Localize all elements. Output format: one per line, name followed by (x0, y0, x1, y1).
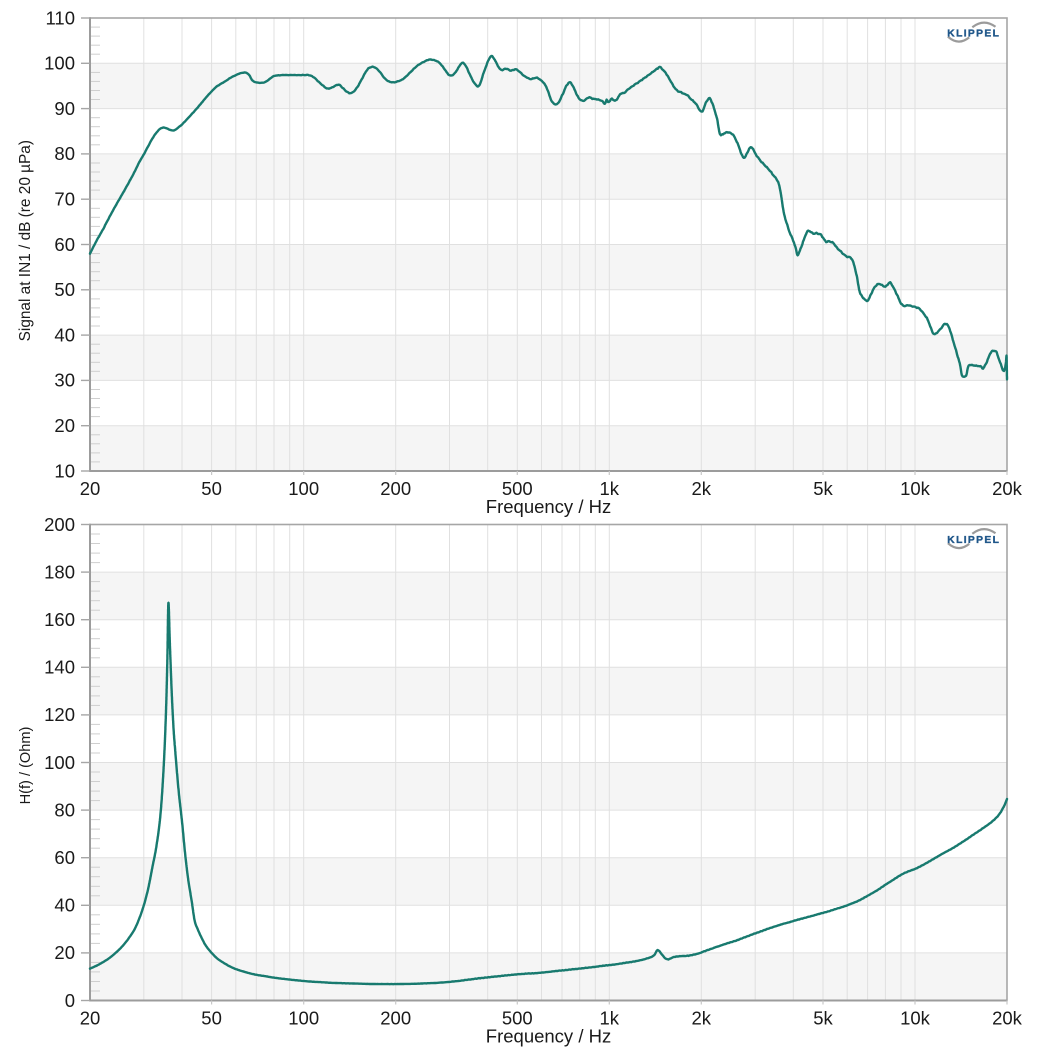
svg-text:0: 0 (65, 990, 75, 1011)
svg-text:2k: 2k (692, 478, 712, 499)
svg-text:100: 100 (44, 53, 75, 74)
svg-text:20k: 20k (992, 1008, 1023, 1029)
svg-text:140: 140 (44, 657, 75, 678)
svg-text:80: 80 (54, 799, 75, 820)
svg-text:30: 30 (54, 370, 75, 391)
svg-text:H(f) / (Ohm): H(f) / (Ohm) (18, 727, 34, 805)
svg-text:2k: 2k (692, 1008, 712, 1029)
svg-text:20k: 20k (992, 478, 1023, 499)
svg-text:500: 500 (502, 478, 533, 499)
svg-text:40: 40 (54, 324, 75, 345)
svg-text:1k: 1k (600, 1008, 620, 1029)
svg-text:100: 100 (288, 478, 319, 499)
svg-text:5k: 5k (813, 478, 833, 499)
svg-text:100: 100 (44, 752, 75, 773)
svg-text:20: 20 (54, 942, 75, 963)
svg-text:20: 20 (80, 1008, 101, 1029)
svg-text:200: 200 (44, 514, 75, 535)
svg-text:KLIPPEL: KLIPPEL (947, 29, 1000, 40)
svg-text:100: 100 (288, 1008, 319, 1029)
svg-text:110: 110 (46, 7, 76, 28)
svg-text:200: 200 (380, 478, 411, 499)
svg-text:10k: 10k (900, 478, 931, 499)
svg-text:1k: 1k (600, 478, 620, 499)
svg-text:Frequency / Hz: Frequency / Hz (486, 496, 611, 517)
svg-text:500: 500 (502, 1008, 533, 1029)
svg-text:10: 10 (54, 460, 75, 481)
svg-text:20: 20 (80, 478, 101, 499)
svg-text:Signal at IN1 / dB (re 20 µPa): Signal at IN1 / dB (re 20 µPa) (17, 140, 34, 341)
svg-text:5k: 5k (813, 1008, 833, 1029)
svg-text:50: 50 (201, 478, 222, 499)
svg-text:60: 60 (54, 847, 75, 868)
svg-text:160: 160 (44, 609, 75, 630)
svg-text:70: 70 (54, 189, 75, 210)
svg-text:180: 180 (44, 561, 75, 582)
svg-text:50: 50 (54, 279, 75, 300)
svg-text:50: 50 (201, 1008, 222, 1029)
svg-text:10k: 10k (900, 1008, 931, 1029)
svg-text:KLIPPEL: KLIPPEL (947, 535, 1000, 546)
svg-text:120: 120 (44, 704, 75, 725)
svg-text:80: 80 (54, 143, 75, 164)
svg-text:90: 90 (54, 98, 75, 119)
svg-text:60: 60 (54, 234, 75, 255)
svg-text:40: 40 (54, 895, 75, 916)
svg-text:20: 20 (54, 415, 75, 436)
svg-text:200: 200 (380, 1008, 411, 1029)
svg-text:Frequency / Hz: Frequency / Hz (486, 1026, 611, 1047)
